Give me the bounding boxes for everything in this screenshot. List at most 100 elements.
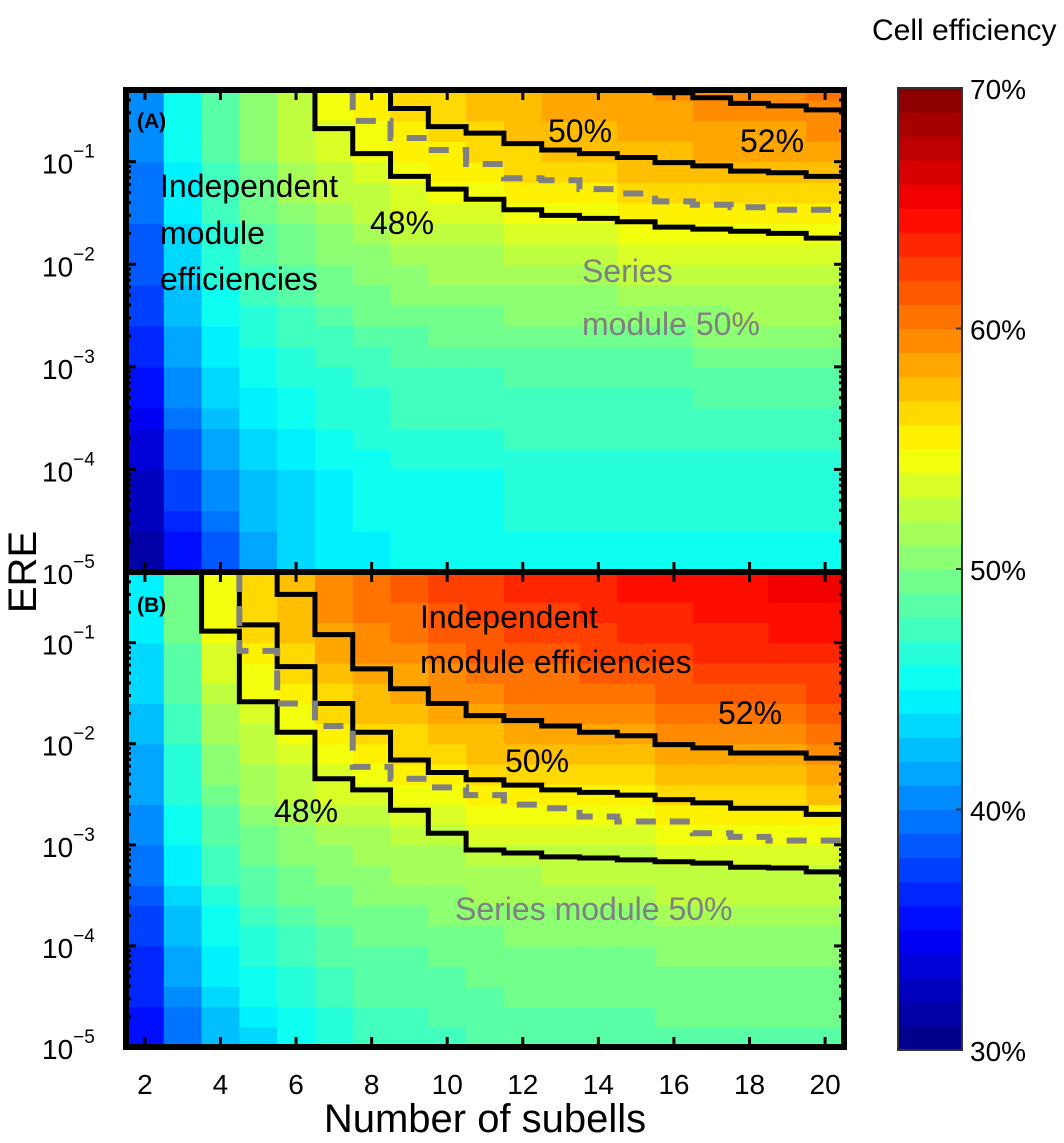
heatmap-cell: [163, 407, 203, 429]
heatmap-cell: [503, 784, 543, 805]
heatmap-cell: [277, 161, 316, 183]
heatmap-cell: [428, 448, 467, 471]
heatmap-cell: [390, 683, 429, 704]
heatmap-cell: [730, 703, 770, 725]
heatmap-cell: [390, 885, 429, 907]
heatmap-cell: [541, 284, 581, 306]
heatmap-cell: [730, 865, 770, 886]
heatmap-cell: [390, 925, 429, 947]
heatmap-cell: [126, 582, 165, 603]
heatmap-cell: [503, 305, 543, 327]
contour-label-52: 52%: [740, 123, 804, 159]
heatmap-cell: [201, 723, 240, 745]
heatmap-cell: [541, 366, 581, 388]
heatmap-cell: [239, 865, 278, 886]
heatmap-cell: [768, 763, 807, 785]
heatmap-cell: [466, 223, 505, 245]
heatmap-cell: [692, 407, 732, 429]
heatmap-cell: [428, 469, 467, 491]
heatmap-cell: [806, 161, 845, 183]
heatmap-cell: [428, 1006, 467, 1028]
heatmap-cell: [428, 530, 467, 553]
heatmap-cell: [541, 582, 581, 603]
heatmap-cell: [314, 100, 354, 122]
heatmap-cell: [314, 824, 354, 846]
heatmap-cell: [655, 202, 694, 224]
heatmap-cell: [126, 642, 165, 664]
heatmap-cell: [730, 683, 770, 704]
heatmap-cell: [239, 284, 278, 306]
heatmap-cell: [390, 243, 429, 265]
heatmap-cell: [579, 448, 618, 471]
heatmap-cell: [579, 865, 618, 886]
heatmap-cell: [768, 100, 807, 122]
heatmap-cell: [579, 602, 618, 624]
colorbar-level: [898, 809, 962, 835]
heatmap-cell: [655, 723, 694, 745]
heatmap-cell: [617, 428, 656, 450]
x-tick-label: 2: [137, 1069, 153, 1100]
heatmap-cell: [201, 305, 240, 327]
heatmap-cell: [768, 966, 807, 987]
heatmap-cell: [617, 346, 656, 368]
colorbar-level: [898, 304, 962, 329]
heatmap-cell: [352, 510, 392, 532]
heatmap-cell: [768, 120, 807, 142]
heatmap-cell: [768, 346, 807, 368]
heatmap-cell: [768, 1006, 807, 1028]
heatmap-cell: [617, 743, 656, 765]
heatmap-cell: [655, 469, 694, 491]
heatmap-cell: [579, 387, 618, 409]
heatmap-cell: [352, 743, 392, 765]
colorbar-tick-label: 70%: [970, 74, 1026, 105]
heatmap-cell: [768, 510, 807, 532]
heatmap-cell: [163, 804, 203, 826]
heatmap-cell: [617, 622, 656, 644]
heatmap-cell: [163, 723, 203, 745]
heatmap-cell: [277, 284, 316, 306]
heatmap-cell: [239, 489, 278, 512]
heatmap-cell: [579, 844, 618, 866]
heatmap-cell: [390, 602, 429, 624]
heatmap-cell: [201, 925, 240, 947]
heatmap-cell: [201, 284, 240, 306]
heatmap-cell: [692, 572, 732, 583]
heatmap-cell: [239, 1006, 278, 1028]
heatmap-cell: [466, 530, 505, 553]
heatmap-cell: [126, 428, 165, 450]
heatmap-cell: [806, 885, 845, 907]
colorbar: 30% 40% 50% 60% 70%: [897, 74, 1026, 1067]
heatmap-cell: [352, 243, 392, 265]
heatmap-cell: [428, 925, 467, 947]
heatmap-cell: [541, 407, 581, 429]
heatmap-cell: [503, 642, 543, 664]
heatmap-cell: [126, 1006, 165, 1028]
heatmap-cell: [201, 662, 240, 684]
colorbar-label: Cell efficiency: [872, 14, 1057, 47]
heatmap-cell: [768, 387, 807, 409]
heatmap-cell: [239, 264, 278, 286]
heatmap-cell: [428, 683, 467, 704]
heatmap-cell: [655, 428, 694, 450]
heatmap-cell: [806, 723, 845, 745]
heatmap-cell: [655, 387, 694, 409]
heatmap-cell: [541, 723, 581, 745]
heatmap-cell: [466, 90, 505, 101]
contour-label-50: 50%: [548, 113, 612, 149]
heatmap-cell: [466, 387, 505, 409]
colorbar-level: [898, 376, 962, 402]
heatmap-cell: [655, 945, 694, 967]
heatmap-cell: [201, 387, 240, 409]
heatmap-cell: [617, 284, 656, 306]
heatmap-cell: [239, 683, 278, 704]
heatmap-cell: [503, 141, 543, 163]
heatmap-cell: [806, 662, 845, 684]
heatmap-cell: [768, 366, 807, 388]
module-contour-48: [312, 90, 844, 241]
heatmap-cell: [126, 844, 165, 866]
panel-label-a: (A): [137, 110, 166, 133]
heatmap-cell: [579, 905, 618, 927]
heatmap-cell: [503, 945, 543, 967]
heatmap-cell: [126, 723, 165, 745]
